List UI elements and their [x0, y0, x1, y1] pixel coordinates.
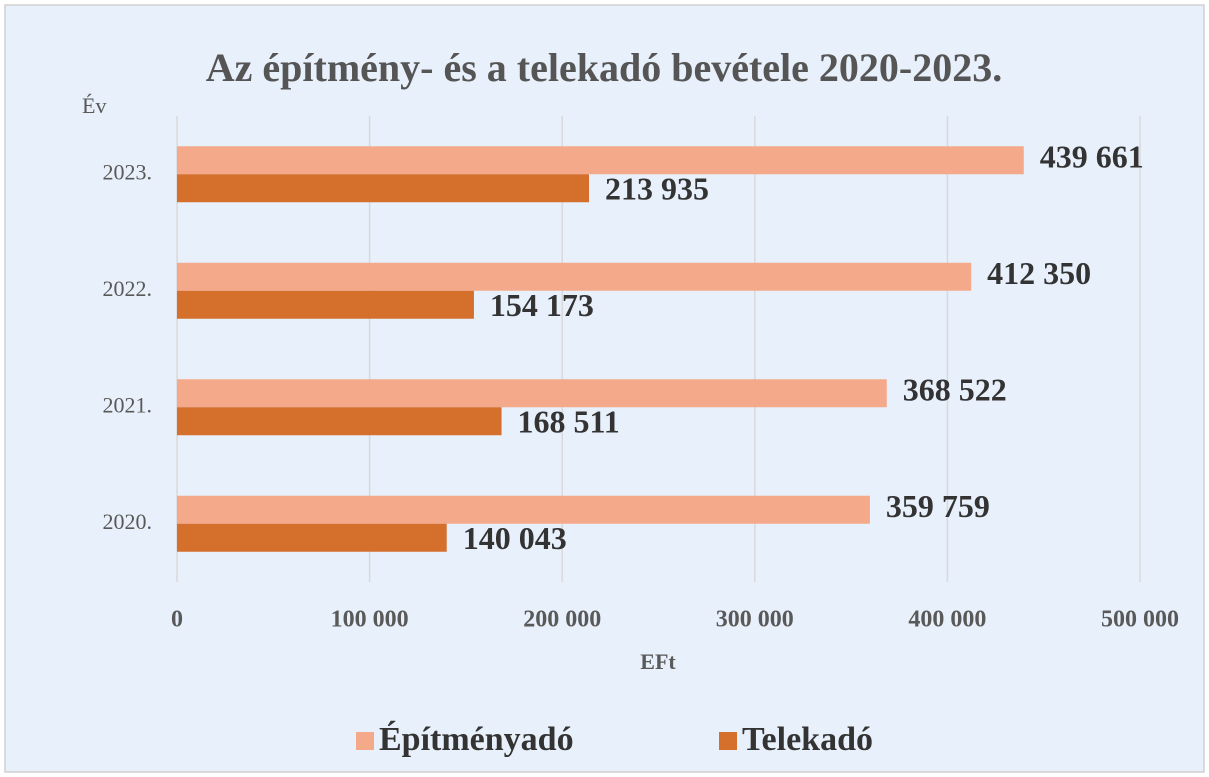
bar [177, 523, 447, 552]
data-label: 140 043 [463, 520, 567, 556]
legend-label: Telekadó [742, 721, 873, 758]
y-axis-label: Év [82, 93, 106, 118]
bar [177, 379, 887, 408]
legend-label: Építményadó [379, 721, 574, 758]
x-tick-label: 400 000 [908, 607, 986, 633]
x-axis-label: EFt [640, 649, 676, 674]
x-tick-label: 300 000 [716, 607, 794, 633]
chart-title: Az építmény- és a telekadó bevétele 2020… [206, 45, 1002, 90]
y-tick-label: 2021. [103, 392, 153, 417]
x-tick-label: 500 000 [1101, 607, 1179, 633]
bar [177, 262, 972, 291]
data-label: 412 350 [987, 255, 1091, 291]
data-label: 168 511 [518, 404, 620, 440]
y-tick-label: 2023. [103, 159, 153, 184]
x-tick-label: 100 000 [331, 607, 409, 633]
y-tick-label: 2022. [103, 276, 153, 301]
data-label: 359 759 [886, 488, 990, 524]
data-label: 439 661 [1040, 139, 1144, 175]
x-tick-label: 0 [171, 607, 183, 633]
data-label: 213 935 [605, 171, 709, 207]
data-label: 154 173 [490, 287, 594, 323]
bar [177, 146, 1024, 175]
legend-swatch [719, 732, 737, 750]
bar [177, 495, 870, 524]
x-tick-label: 200 000 [523, 607, 601, 633]
y-tick-label: 2020. [103, 509, 153, 534]
legend-swatch [356, 732, 374, 750]
bar [177, 290, 474, 319]
bar [177, 174, 590, 203]
data-label: 368 522 [903, 372, 1007, 408]
bar [177, 407, 502, 436]
